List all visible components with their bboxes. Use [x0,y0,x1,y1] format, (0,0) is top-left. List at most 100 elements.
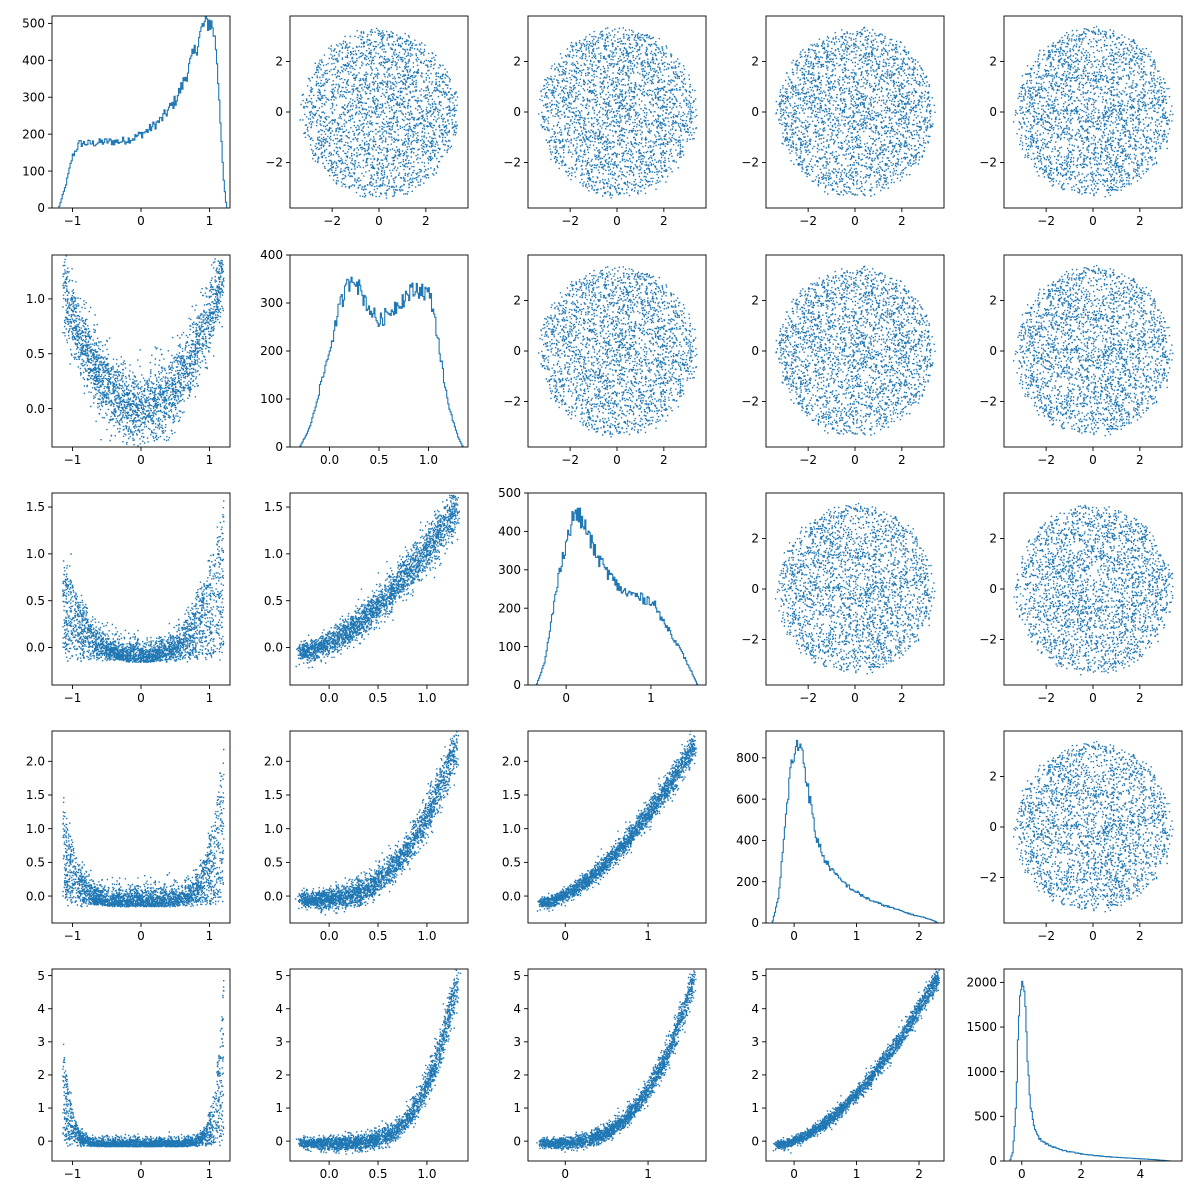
x-tick-label: 0.5 [368,1167,387,1181]
x-tick-label: 0.0 [320,929,339,943]
x-tick-label: 1 [206,214,214,228]
scatter-points [775,26,936,197]
y-tick-label: 0 [37,201,45,215]
x-tick-label: 1.0 [419,453,438,467]
scatter-points [538,27,698,199]
subplot-r4-c1: 0.0 0.5 1.0 0 1 2 3 4 5 [275,968,469,1181]
scatter-points [299,27,459,199]
scatter-plot [1012,264,1174,437]
x-tick-label: 4 [1137,1167,1145,1181]
x-tick-label: 2 [660,214,668,228]
y-tick-label: 300 [22,90,45,104]
scatter-plot [294,731,460,916]
scatter-plot [536,731,697,912]
y-tick-label: 500 [22,17,45,31]
scatter-plot [1012,25,1174,198]
y-tick-label: 400 [260,248,283,262]
subplot-r4-c3: 0 1 2 0 1 2 3 4 5 [751,968,945,1181]
scatter-points [62,748,225,908]
x-tick-label: 0 [561,1167,569,1181]
y-tick-label: 5 [275,969,283,983]
y-tick-label: −2 [741,633,759,647]
y-tick-label: 100 [498,640,521,654]
axes-frame [289,254,469,448]
scatter-plot [538,266,698,438]
y-tick-label: 2 [751,1068,759,1082]
x-tick-label: 1.0 [417,929,436,943]
x-tick-label: −1 [64,214,82,228]
y-tick-label: 1.0 [264,547,283,561]
y-tick-label: −2 [503,395,521,409]
x-tick-label: 0 [137,214,145,228]
scatter-plot [774,502,936,675]
y-tick-label: 500 [974,1110,997,1124]
y-tick-label: 0 [275,440,283,454]
scatter-points [62,980,225,1148]
y-tick-label: 200 [260,344,283,358]
x-tick-label: 2 [660,453,668,467]
x-tick-label: −2 [323,214,341,228]
y-tick-label: 1500 [966,1020,997,1034]
x-tick-label: 1 [206,1167,214,1181]
x-tick-label: 2 [1136,214,1144,228]
x-tick-label: 0 [1089,453,1097,467]
y-tick-label: 0 [989,820,997,834]
x-tick-label: −2 [799,214,817,228]
y-tick-label: 600 [736,792,759,806]
x-tick-label: −2 [799,691,817,705]
x-tick-label: −2 [561,214,579,228]
subplot-r4-c4: 0 2 4 0 500 1000 1500 2000 [966,968,1183,1181]
x-tick-label: 2 [1136,453,1144,467]
x-tick-label: 1 [644,929,652,943]
y-tick-label: 4 [37,1002,45,1016]
y-tick-label: 0 [989,582,997,596]
x-tick-label: 0 [851,691,859,705]
y-tick-label: 1000 [966,1065,997,1079]
scatter-points [536,731,697,912]
subplot-r4-c0: −1 0 1 0 1 2 3 4 5 [37,968,231,1181]
subplot-r1-c1: 0.0 0.5 1.0 0 100 200 300 400 [260,248,469,467]
x-tick-label: 0.5 [368,691,387,705]
x-tick-label: 0 [137,1167,145,1181]
y-tick-label: 1.0 [264,822,283,836]
y-tick-label: 2.0 [264,755,283,769]
subplot-r3-c2: 0 1 0.0 0.5 1.0 1.5 2.0 [502,730,707,943]
y-tick-label: 5 [37,969,45,983]
y-tick-label: −2 [741,395,759,409]
x-tick-label: 2 [422,214,430,228]
y-tick-label: 0 [989,105,997,119]
scatter-points [1012,25,1174,198]
x-tick-label: −2 [1037,453,1055,467]
scatter-plot [299,27,459,199]
y-tick-label: 800 [736,751,759,765]
x-tick-label: −1 [64,691,82,705]
y-tick-label: 1.5 [264,500,283,514]
y-tick-label: 2 [275,1068,283,1082]
y-tick-label: 0.5 [264,856,283,870]
x-tick-label: 0.0 [320,1167,339,1181]
x-tick-label: 0 [613,214,621,228]
y-tick-label: 0.0 [264,889,283,903]
y-tick-label: 3 [275,1035,283,1049]
y-tick-label: 1.5 [26,788,45,802]
axes-frame [527,968,707,1162]
y-tick-label: 0.5 [264,594,283,608]
x-tick-label: 2 [1077,1167,1085,1181]
subplot-r1-c4: −2 0 2 −2 0 2 [979,254,1183,467]
y-tick-label: 300 [260,296,283,310]
y-tick-label: 0 [751,582,759,596]
axes-frame [51,730,231,924]
y-tick-label: −2 [979,156,997,170]
y-tick-label: 0 [751,916,759,930]
y-tick-label: 400 [736,834,759,848]
y-tick-label: 1.5 [264,788,283,802]
histogram-plot [1009,980,1171,1161]
scatter-plot [538,27,698,199]
scatter-points [775,265,936,436]
x-tick-label: 0 [790,1167,798,1181]
y-tick-label: 0.0 [26,889,45,903]
y-tick-label: −2 [265,156,283,170]
x-tick-label: −2 [1037,691,1055,705]
scatter-plot [536,970,697,1153]
